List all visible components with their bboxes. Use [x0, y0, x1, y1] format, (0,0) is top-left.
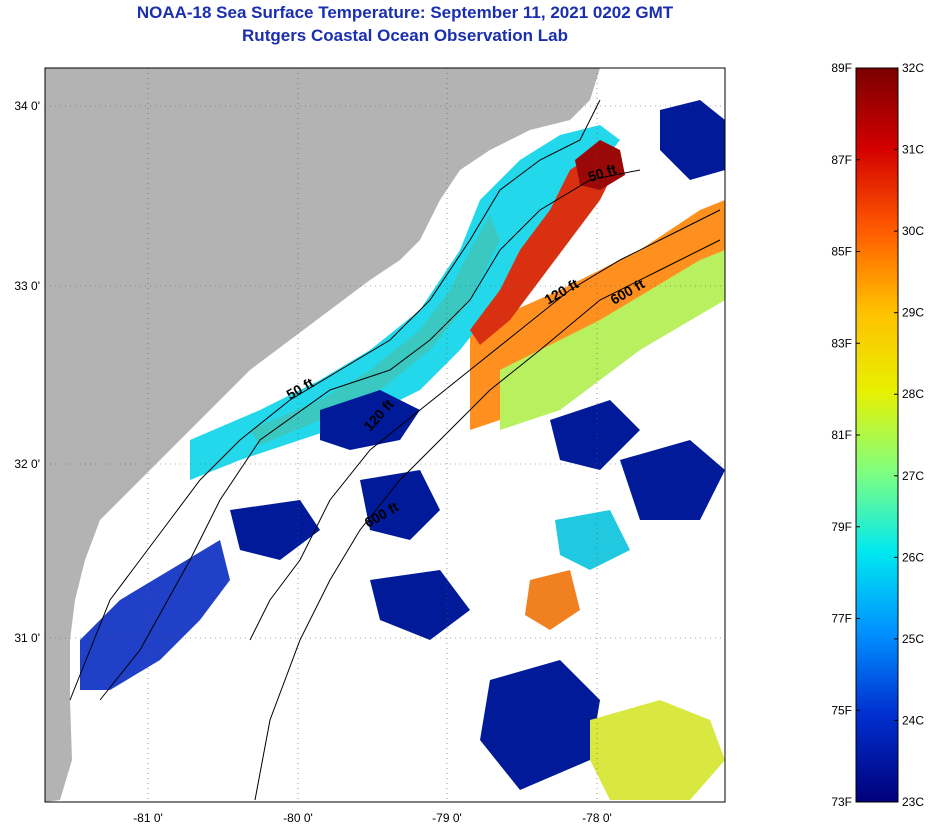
- nearshore-red-band: [470, 150, 620, 345]
- colorbar-fahrenheit-label: 73F: [831, 795, 852, 809]
- colorbar-gradient: [855, 67, 899, 803]
- navy-patch-8: [550, 400, 640, 470]
- contour-600ft: [254, 239, 721, 801]
- navy-patch-7: [660, 100, 725, 180]
- lat-tick-label: 32 0': [14, 457, 40, 471]
- nearshore-cyan-band: [190, 125, 620, 480]
- lon-tick-label: -80 0': [283, 811, 313, 825]
- colorbar-celsius-label: 32C: [902, 61, 924, 75]
- colorbar-fahrenheit-label: 79F: [831, 520, 852, 534]
- colorbar-celsius-label: 26C: [902, 550, 924, 564]
- navy-patch-3: [230, 500, 320, 560]
- map-frame: [44, 67, 726, 803]
- lon-tick-label: -78 0': [582, 811, 612, 825]
- contour-120ft: [249, 209, 721, 641]
- nearshore-darkred-patch: [575, 140, 625, 190]
- colorbar-fahrenheit-label: 83F: [831, 336, 852, 350]
- orange-south-patch: [525, 570, 580, 630]
- navy-patch-2: [360, 470, 440, 540]
- navy-patch-6: [480, 660, 600, 790]
- colorbar-fahrenheit-label: 81F: [831, 428, 852, 442]
- yellow-offshore-patch: [500, 250, 725, 430]
- yellow-south-patch: [590, 700, 725, 800]
- lon-tick-label: -79 0': [432, 811, 462, 825]
- colorbar-celsius-label: 28C: [902, 387, 924, 401]
- navy-patch-1: [320, 390, 420, 450]
- coastline: [69, 99, 601, 701]
- nearshore-teal-band: [250, 215, 500, 445]
- colorbar-celsius-label: 27C: [902, 469, 924, 483]
- lat-tick-label: 33 0': [14, 279, 40, 293]
- colorbar: 89F 87F 85F 83F 81F 79F 77F 75F 73F 32C 31C 30C 29C 2…: [831, 61, 924, 809]
- lon-tick-label: -81 0': [133, 811, 163, 825]
- colorbar-celsius-label: 30C: [902, 224, 924, 238]
- lat-tick-label: 34 0': [14, 99, 40, 113]
- cyan-south-patch: [555, 510, 630, 570]
- cool-south-patch: [80, 540, 230, 690]
- colorbar-fahrenheit-label: 85F: [831, 245, 852, 259]
- navy-patch-5: [620, 440, 725, 520]
- colorbar-celsius-label: 31C: [902, 143, 924, 157]
- colorbar-fahrenheit-label: 89F: [831, 61, 852, 75]
- map-subtitle: Rutgers Coastal Ocean Observation Lab: [242, 26, 568, 45]
- colorbar-celsius-label: 23C: [902, 795, 924, 809]
- land-mass: [45, 68, 600, 802]
- colorbar-celsius-label: 24C: [902, 713, 924, 727]
- lat-tick-label: 31 0': [14, 631, 40, 645]
- sst-map: 50 ft 120 ft 600 ft 50 ft 120 ft 600 ft …: [14, 67, 726, 825]
- navy-patch-4: [370, 570, 470, 640]
- contour-50ft: [99, 169, 641, 701]
- map-title: NOAA-18 Sea Surface Temperature: Septemb…: [136, 3, 674, 22]
- colorbar-celsius-label: 25C: [902, 632, 924, 646]
- colorbar-celsius-label: 29C: [902, 306, 924, 320]
- colorbar-fahrenheit-label: 77F: [831, 612, 852, 626]
- colorbar-fahrenheit-label: 75F: [831, 703, 852, 717]
- graticule: [45, 68, 725, 802]
- colorbar-fahrenheit-label: 87F: [831, 153, 852, 167]
